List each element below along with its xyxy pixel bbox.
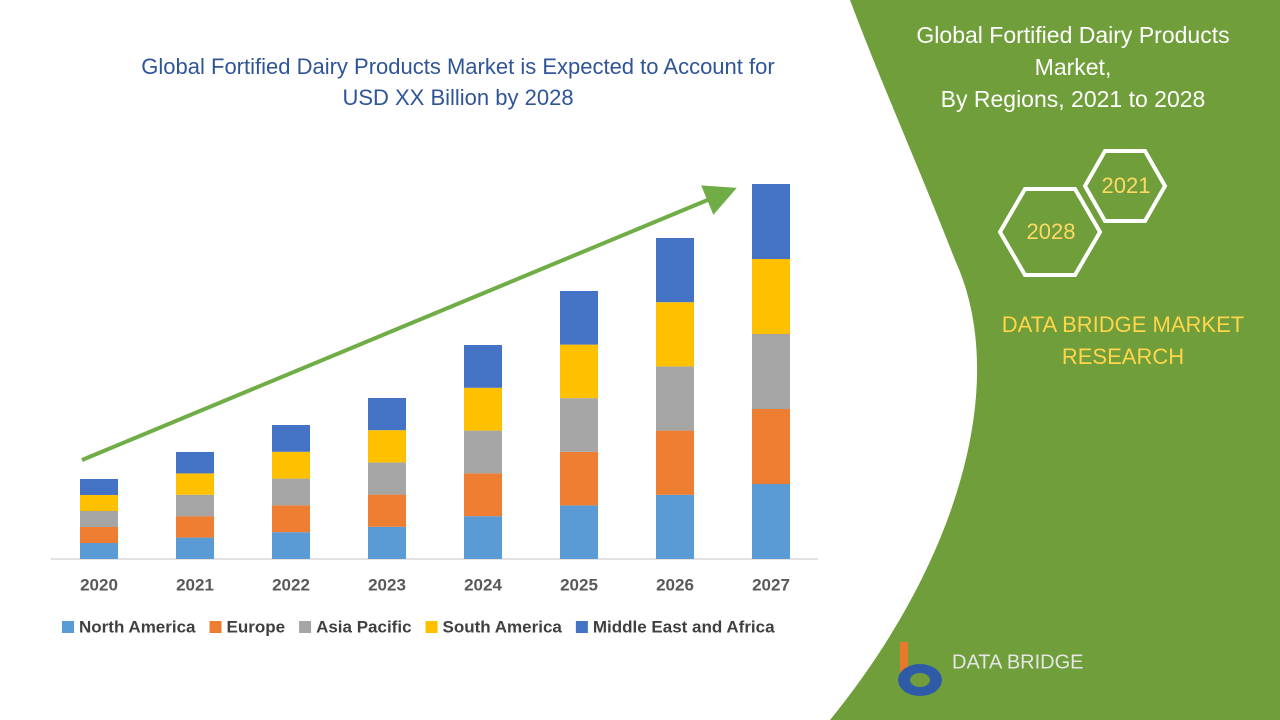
bar-segment <box>464 516 502 559</box>
bar-segment <box>560 291 598 345</box>
bar-segment <box>752 484 790 559</box>
x-tick-label: 2026 <box>656 575 694 594</box>
legend-swatch <box>209 621 222 633</box>
bar-segment <box>464 430 502 474</box>
bar-segment <box>656 302 694 367</box>
bar-segment <box>656 366 694 431</box>
brand-text: RESEARCH <box>1062 344 1184 369</box>
chart-title: USD XX Billion by 2028 <box>342 85 573 110</box>
bar-segment <box>368 430 406 463</box>
bar-segment <box>752 259 790 334</box>
legend-label: Middle East and Africa <box>593 617 775 636</box>
x-tick-label: 2022 <box>272 575 310 594</box>
chart-title: Global Fortified Dairy Products Market i… <box>141 54 774 79</box>
hexagon-label: 2021 <box>1102 173 1151 198</box>
bar-segment <box>752 334 790 409</box>
bar-segment <box>464 473 502 517</box>
bar-segment <box>464 345 502 388</box>
legend-label: Europe <box>227 617 286 636</box>
logo-text: DATA BRIDGE <box>952 651 1084 673</box>
bar-segment <box>176 537 214 559</box>
x-tick-label: 2024 <box>464 575 502 594</box>
side-panel <box>830 0 1280 720</box>
bar-segment <box>176 516 214 538</box>
bar-segment <box>176 452 214 474</box>
trend-arrow <box>81 185 737 462</box>
legend-swatch <box>425 621 438 633</box>
bar-segment <box>752 409 790 484</box>
hexagon <box>997 187 1103 277</box>
legend-label: Asia Pacific <box>316 617 411 636</box>
bar-segment <box>272 451 310 479</box>
bar-segment <box>656 494 694 559</box>
legend-swatch <box>299 621 312 633</box>
bar-segment <box>656 430 694 495</box>
bar-segment <box>272 425 310 452</box>
bar-segment <box>272 532 310 559</box>
bar-segment <box>176 473 214 495</box>
legend-label: South America <box>443 617 563 636</box>
hexagon-label: 2028 <box>1027 219 1076 244</box>
legend-swatch <box>62 621 74 633</box>
bar-segment <box>656 238 694 303</box>
x-tick-label: 2020 <box>80 575 118 594</box>
legend-label: North America <box>79 617 196 636</box>
x-tick-label: 2025 <box>560 575 598 594</box>
bar-segment <box>560 398 598 452</box>
x-tick-label: 2021 <box>176 575 214 594</box>
bar-segment <box>80 479 118 495</box>
bar-segment <box>368 398 406 431</box>
bar-segment <box>464 387 502 431</box>
bar-segment <box>560 505 598 559</box>
bar-segment <box>368 526 406 559</box>
bar-segment <box>272 505 310 533</box>
bar-segment <box>560 451 598 506</box>
panel-title: Market, <box>1035 54 1112 80</box>
x-tick-label: 2027 <box>752 575 790 594</box>
bar-segment <box>560 344 598 399</box>
bar-segment <box>80 527 118 543</box>
panel-title: Global Fortified Dairy Products <box>916 22 1229 48</box>
brand-text: DATA BRIDGE MARKET <box>1002 312 1244 337</box>
legend-swatch <box>575 621 588 633</box>
x-tick-label: 2023 <box>368 575 406 594</box>
bar-segment <box>80 511 118 527</box>
bar-segment <box>272 478 310 506</box>
bar-segment <box>752 184 790 259</box>
bar-segment <box>80 543 118 559</box>
bar-segment <box>176 494 214 517</box>
bar-segment <box>80 495 118 511</box>
bar-segment <box>368 494 406 527</box>
bar-segment <box>368 462 406 495</box>
hexagon <box>1082 149 1168 223</box>
panel-title: By Regions, 2021 to 2028 <box>941 86 1206 112</box>
logo: DATA BRIDGE <box>898 642 1084 696</box>
